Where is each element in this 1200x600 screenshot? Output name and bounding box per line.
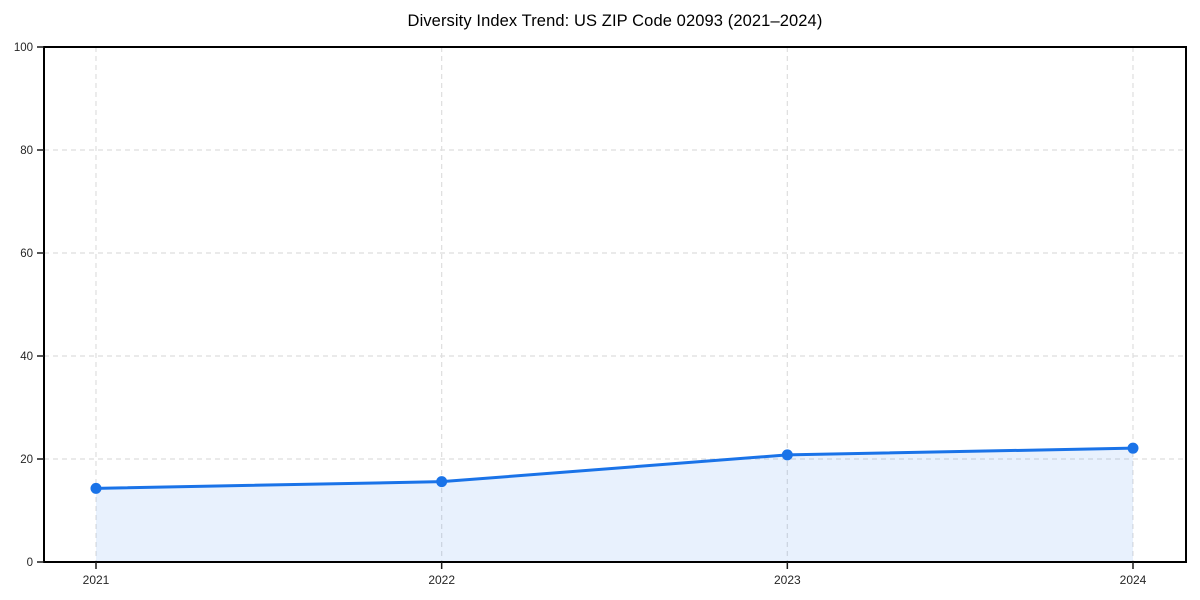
trend-line [94,446,1135,490]
area-fill [96,448,1133,562]
y-tick-label-40: 40 [20,351,33,363]
data-point-2021 [90,482,102,494]
y-tick-label-100: 100 [14,42,33,54]
x-tick-label-2023: 2023 [774,573,801,587]
x-tick-label-2024: 2024 [1120,573,1147,587]
plot-border [43,46,1187,563]
y-tick-label-0: 0 [27,557,33,569]
y-tick-label-60: 60 [20,248,33,260]
x-tick-label-2021: 2021 [83,573,110,587]
y-tick-label-20: 20 [20,454,33,466]
data-point-2023 [781,449,793,461]
data-point-2024 [1127,442,1139,454]
x-tick-label-2022: 2022 [428,573,455,587]
y-tick-label-80: 80 [20,145,33,157]
chart-title: Diversity Index Trend: US ZIP Code 02093… [407,12,823,30]
data-point-2022 [436,476,448,488]
